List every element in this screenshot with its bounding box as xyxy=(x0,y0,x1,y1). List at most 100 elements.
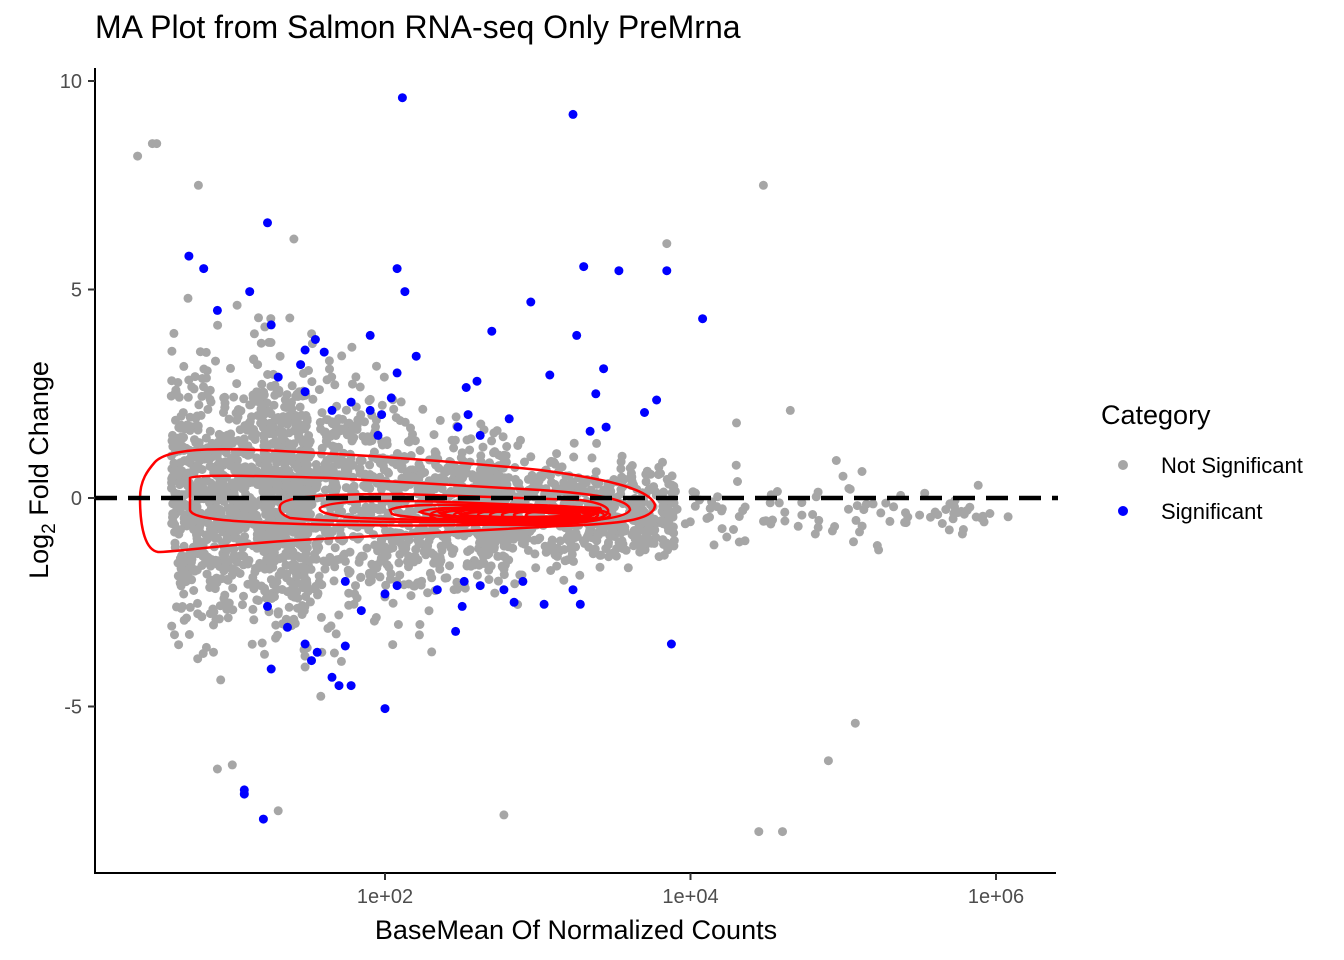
point-not-significant xyxy=(431,460,441,470)
point-not-significant xyxy=(205,583,215,592)
point-not-significant xyxy=(797,498,807,508)
point-significant xyxy=(312,647,322,657)
point-not-significant xyxy=(484,575,494,584)
point-not-significant xyxy=(270,507,280,517)
point-not-significant xyxy=(185,514,195,524)
point-not-significant xyxy=(202,535,212,545)
point-not-significant xyxy=(265,525,275,534)
point-not-significant xyxy=(362,543,372,553)
point-not-significant xyxy=(203,404,213,414)
point-not-significant xyxy=(301,548,311,558)
point-not-significant xyxy=(311,483,321,493)
point-not-significant xyxy=(281,476,291,486)
point-significant xyxy=(199,264,209,274)
point-not-significant xyxy=(423,588,433,598)
x-tick-label: 1e+06 xyxy=(968,886,1024,908)
point-not-significant xyxy=(623,563,633,573)
point-not-significant xyxy=(512,478,522,488)
point-not-significant xyxy=(417,576,427,586)
point-not-significant xyxy=(178,552,188,562)
point-not-significant xyxy=(531,563,541,573)
point-not-significant xyxy=(272,482,282,492)
point-not-significant xyxy=(220,562,230,572)
point-not-significant xyxy=(373,546,383,556)
point-not-significant xyxy=(575,570,585,580)
point-not-significant xyxy=(669,481,679,491)
point-not-significant xyxy=(282,390,292,400)
point-not-significant xyxy=(868,499,878,509)
point-not-significant xyxy=(330,380,340,390)
point-not-significant xyxy=(985,509,995,518)
point-not-significant xyxy=(253,411,263,420)
point-not-significant xyxy=(778,827,787,837)
point-not-significant xyxy=(397,461,407,471)
point-not-significant xyxy=(329,648,339,658)
point-not-significant xyxy=(503,542,513,552)
point-not-significant xyxy=(340,549,349,559)
point-not-significant xyxy=(889,502,899,512)
point-not-significant xyxy=(377,504,387,514)
point-not-significant xyxy=(292,389,302,399)
point-not-significant xyxy=(252,595,262,605)
y-axis-title-log: Log xyxy=(24,534,54,579)
x-axis-ticks: 1e+02 1e+04 1e+06 xyxy=(357,873,1024,908)
point-not-significant xyxy=(424,606,434,616)
point-not-significant xyxy=(251,578,261,588)
point-not-significant xyxy=(184,630,194,639)
point-not-significant xyxy=(270,450,280,460)
point-not-significant xyxy=(646,469,656,479)
point-not-significant xyxy=(344,588,354,598)
point-not-significant xyxy=(535,471,545,481)
point-not-significant xyxy=(238,560,248,570)
point-not-significant xyxy=(282,397,292,407)
point-not-significant xyxy=(285,313,295,323)
point-significant xyxy=(380,589,390,599)
point-not-significant xyxy=(198,481,207,491)
point-not-significant xyxy=(170,465,180,475)
point-not-significant xyxy=(239,394,249,404)
point-not-significant xyxy=(388,457,398,467)
point-not-significant xyxy=(329,576,339,586)
point-not-significant xyxy=(379,465,389,475)
point-not-significant xyxy=(414,525,424,535)
point-significant xyxy=(545,370,555,380)
point-not-significant xyxy=(348,425,358,435)
point-not-significant xyxy=(263,370,273,379)
point-not-significant xyxy=(179,589,189,599)
point-not-significant xyxy=(361,483,371,492)
point-not-significant xyxy=(498,432,508,442)
point-not-significant xyxy=(487,436,497,446)
point-not-significant xyxy=(300,662,310,672)
point-significant xyxy=(475,430,485,440)
point-not-significant xyxy=(222,604,232,614)
point-not-significant xyxy=(252,530,262,540)
legend: Category Not Significant Significant xyxy=(1101,400,1303,524)
point-not-significant xyxy=(192,565,202,575)
point-not-significant xyxy=(213,487,222,497)
point-not-significant xyxy=(411,544,421,554)
point-not-significant xyxy=(256,338,266,348)
point-not-significant xyxy=(475,559,485,569)
point-significant xyxy=(273,372,283,382)
point-not-significant xyxy=(337,351,347,361)
point-not-significant xyxy=(303,586,313,596)
point-not-significant xyxy=(468,483,478,493)
point-not-significant xyxy=(223,503,233,513)
point-not-significant xyxy=(258,417,268,427)
point-not-significant xyxy=(766,519,776,529)
point-not-significant xyxy=(486,561,496,571)
point-not-significant xyxy=(548,457,558,467)
point-not-significant xyxy=(658,457,667,467)
point-not-significant xyxy=(452,577,462,587)
point-not-significant xyxy=(937,519,947,528)
point-not-significant xyxy=(510,529,520,539)
point-not-significant xyxy=(429,550,439,560)
point-significant xyxy=(453,422,463,432)
point-significant xyxy=(579,262,589,272)
legend-label-significant: Significant xyxy=(1161,499,1263,524)
point-significant xyxy=(392,368,402,378)
point-not-significant xyxy=(261,439,271,449)
point-not-significant xyxy=(388,640,398,650)
point-not-significant xyxy=(236,551,246,560)
point-significant xyxy=(572,330,582,340)
